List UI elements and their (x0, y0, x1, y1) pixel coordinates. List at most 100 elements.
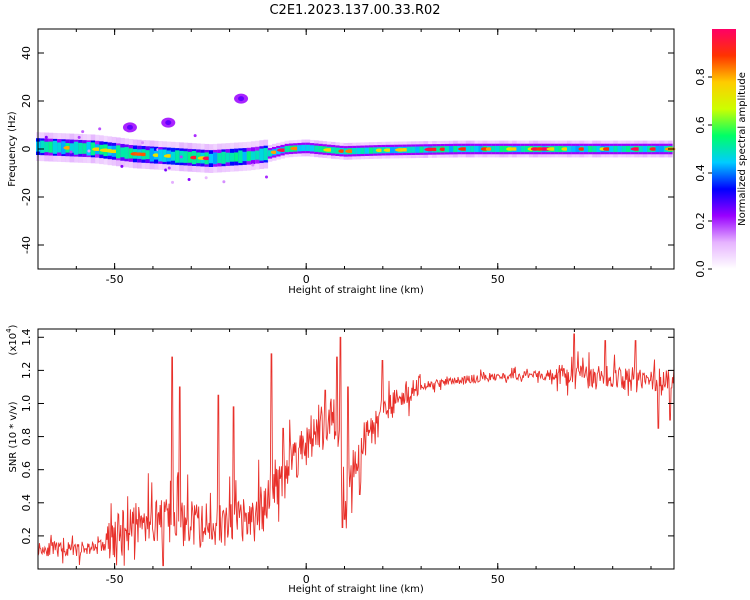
spectrogram-cell (208, 153, 214, 164)
spectrogram-y-label: Frequency (Hz) (7, 111, 18, 187)
spectrogram-cell (40, 140, 45, 153)
spectrogram-noise (167, 166, 171, 170)
colorbar-ticks: 0.0 0.2 0.4 0.6 0.8 (694, 68, 712, 278)
spectrogram-cell (390, 146, 395, 154)
spectrogram-y-tick-label: 0 (20, 146, 33, 153)
spectrogram-cell (149, 148, 155, 162)
colorbar-tick-label: 0.0 (694, 260, 707, 278)
spectrogram-noise (164, 168, 168, 172)
spectrogram-cell (352, 147, 357, 155)
snr-x-tick-label: 0 (303, 573, 310, 586)
spectrogram-cell (571, 145, 576, 153)
spectrogram-noise (187, 178, 191, 182)
spectrogram-cell (415, 146, 420, 153)
spectrogram-cell (297, 145, 302, 152)
spectrogram-cell (364, 147, 370, 154)
snr-ticks: -50 0 50 0.2 0.4 0.6 0.8 1.0 1.2 1.4 (20, 329, 674, 586)
spectrogram-cell (284, 145, 290, 153)
spectrogram-cell (419, 146, 425, 153)
spectrogram-cell (44, 141, 49, 153)
spectrogram-ticks: -50 0 50 -40 -20 0 20 40 (20, 29, 674, 286)
spectrogram-cell (659, 145, 665, 153)
spectrogram-cell (52, 140, 58, 154)
spectrogram-cell (69, 143, 75, 153)
spectrogram-cell (592, 145, 597, 153)
spectrogram-hotspot (561, 147, 569, 151)
snr-y-scale: (x104) (5, 324, 19, 355)
snr-y-scale-base: (x10 (8, 333, 19, 356)
spectrogram-hotspot (152, 153, 160, 157)
snr-y-tick-label: 0.2 (20, 527, 33, 545)
snr-y-scale-exp: 4 (5, 328, 13, 333)
spectrogram-noise (141, 141, 145, 145)
spectrogram-cell (250, 151, 256, 161)
spectrogram-cell (221, 151, 226, 164)
spectrogram-feature-core (126, 124, 133, 130)
spectrogram-cell (373, 147, 378, 154)
chart-title: C2E1.2023.137.00.33.R02 (269, 3, 440, 18)
colorbar-label: Normalized spectral amplitude (737, 72, 748, 226)
spectrogram-cell (621, 145, 627, 153)
colorbar-tick-label: 0.4 (694, 164, 707, 182)
spectrogram-hotspot (63, 146, 72, 150)
spectrogram-cell (305, 144, 311, 152)
snr-panel: -50 0 50 0.2 0.4 0.6 0.8 1.0 1.2 1.4 Height of st… (5, 324, 675, 595)
snr-y-tick-label: 1.2 (20, 362, 33, 380)
spectrogram-noise (204, 176, 208, 180)
spectrogram-cell (57, 142, 62, 153)
spectrogram-cell (596, 145, 602, 153)
spectrogram-cell (516, 145, 521, 153)
spectrogram-cell (638, 145, 644, 153)
spectrogram-y-tick-label: 20 (20, 94, 33, 108)
spectrogram-cell (120, 147, 125, 158)
spectrogram-noise (193, 134, 197, 138)
spectrogram-cell (642, 145, 648, 153)
spectrogram-cell (588, 145, 593, 153)
spectrogram-cell (368, 147, 374, 154)
spectrogram-noise (264, 175, 268, 179)
spectrogram-hotspot (383, 148, 392, 152)
spectrogram-cell (503, 145, 509, 153)
spectrogram-cell (613, 145, 618, 153)
spectrogram-hotspot (270, 150, 278, 155)
spectrogram-hotspot (649, 147, 658, 151)
spectrogram-cell (331, 147, 336, 154)
colorbar-tick-label: 0.8 (694, 68, 707, 86)
snr-y-tick-label: 0.6 (20, 461, 33, 479)
spectrogram-cell (116, 145, 121, 159)
spectrogram-cell (48, 141, 54, 153)
spectrogram-cell (217, 152, 222, 164)
spectrogram-noise (77, 135, 81, 139)
spectrogram-cell (453, 145, 458, 153)
spectrogram-feature-core (238, 96, 245, 102)
spectrogram-cell (609, 145, 614, 153)
spectrogram-noise (171, 180, 175, 184)
spectrogram-noise (120, 164, 124, 168)
spectrogram-cell (474, 145, 479, 153)
spectrogram-cell (225, 152, 231, 163)
snr-x-tick-label: 50 (491, 573, 505, 586)
spectrogram-noise (98, 127, 102, 131)
spectrogram-cell (124, 147, 130, 159)
spectrogram-cell (356, 147, 361, 155)
spectrogram-cell (524, 145, 530, 153)
colorbar-tick-label: 0.6 (694, 116, 707, 134)
spectrogram-hotspot (485, 147, 493, 151)
spectrogram-cell (238, 150, 243, 163)
colorbar-gradient (712, 29, 736, 269)
spectrogram-cell (309, 145, 315, 152)
spectrogram-cell (158, 149, 163, 162)
spectrogram-noise (222, 180, 226, 184)
spectrogram-hotspot (202, 156, 211, 161)
spectrogram-cell (267, 150, 273, 157)
spectrogram-cell (567, 145, 572, 153)
spectrogram-cell (255, 150, 260, 160)
spectrogram-cell (444, 146, 450, 153)
spectrogram-cell (470, 145, 475, 153)
snr-y-tick-label: 0.8 (20, 428, 33, 446)
spectrogram-cell (436, 146, 441, 153)
spectrogram-y-tick-label: 40 (20, 46, 33, 60)
spectrogram-y-tick-label: -40 (20, 236, 33, 254)
spectrogram-cell (465, 145, 471, 153)
spectrogram-cell (626, 145, 631, 153)
